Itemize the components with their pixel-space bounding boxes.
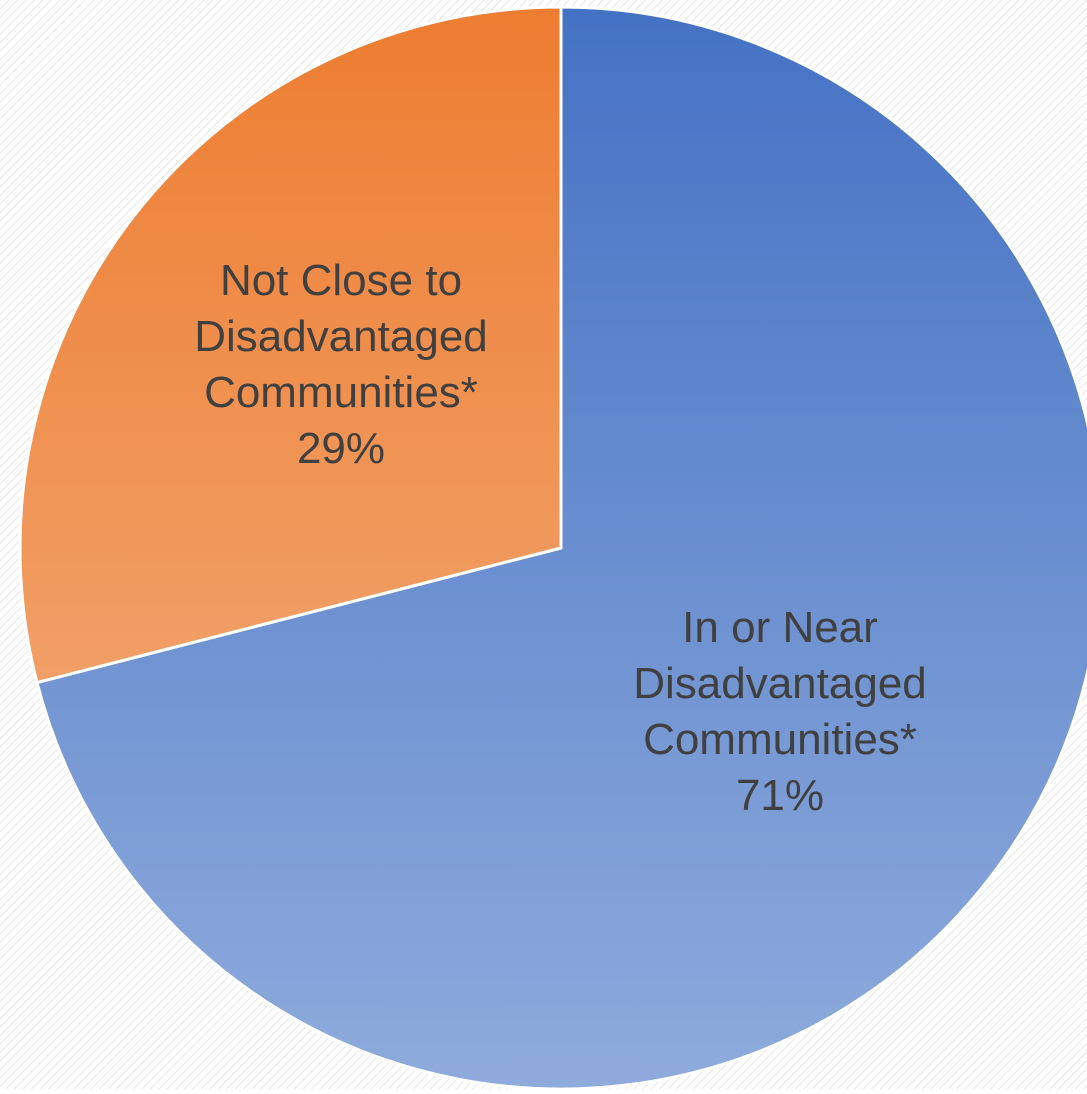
slice-label-line: In or Near bbox=[682, 603, 878, 652]
slice-label-line: Disadvantaged bbox=[633, 659, 927, 708]
slice-percent-label: 29% bbox=[297, 424, 385, 473]
slice-label-line: Disadvantaged bbox=[194, 312, 488, 361]
slice-percent-label: 71% bbox=[736, 771, 824, 820]
slice-label-line: Communities* bbox=[204, 368, 478, 417]
pie-slices bbox=[20, 7, 1087, 1089]
slice-label-line: Not Close to bbox=[220, 256, 462, 305]
slice-label-line: Communities* bbox=[643, 715, 917, 764]
